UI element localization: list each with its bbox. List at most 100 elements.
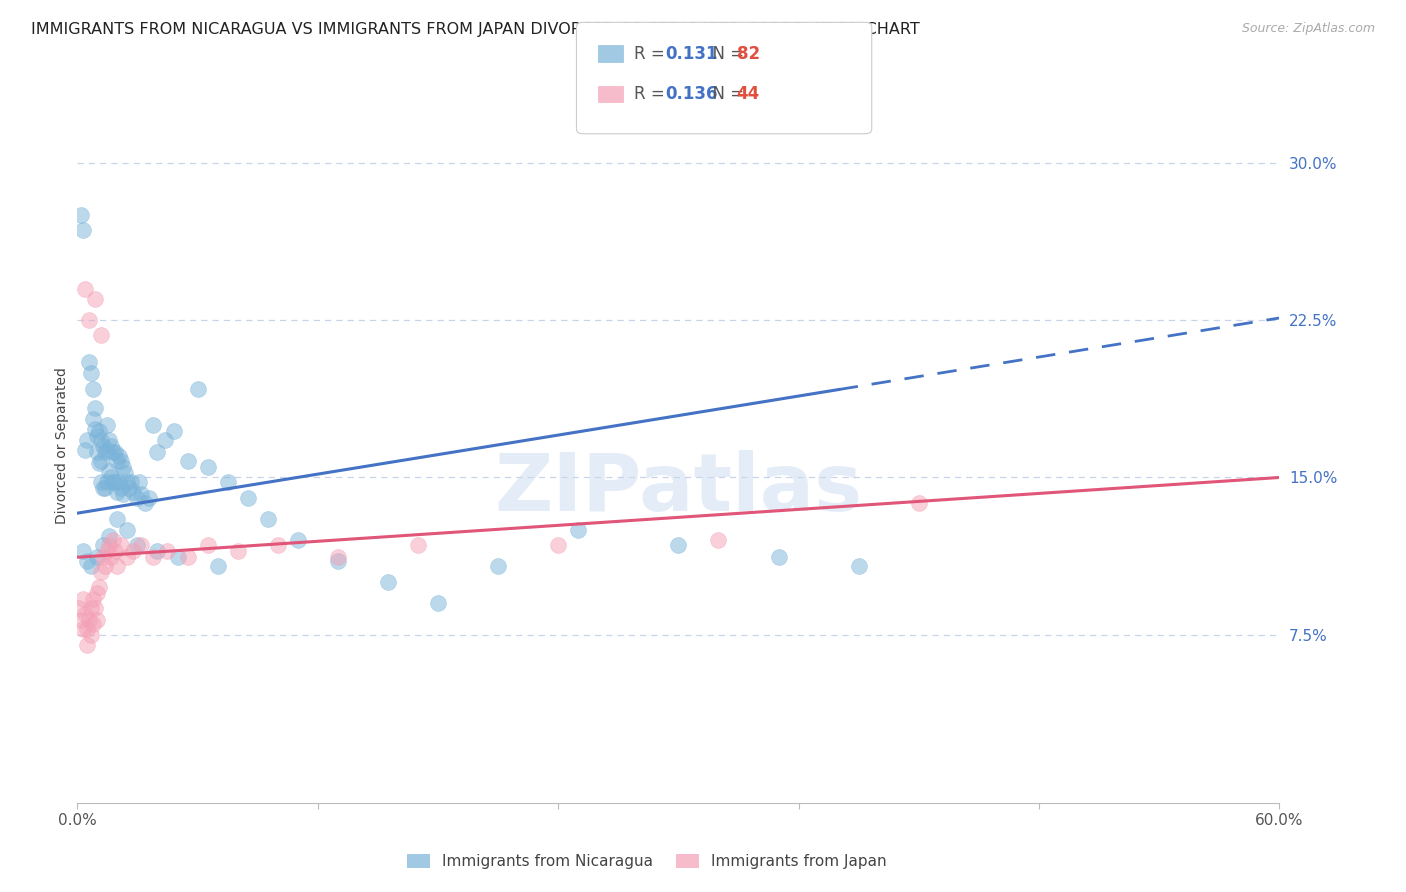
Point [226, 544, 249, 558]
Point [108, 450, 131, 464]
Point [94, 558, 117, 573]
Point [93, 550, 115, 565]
Point [79, 313, 101, 327]
Point [131, 538, 153, 552]
Point [98, 464, 121, 478]
Point [110, 538, 132, 552]
Point [98, 538, 121, 552]
Point [96, 544, 118, 558]
Point [89, 425, 111, 439]
Text: 82: 82 [737, 45, 759, 62]
Point [94, 445, 117, 459]
Legend: Immigrants from Nicaragua, Immigrants from Japan: Immigrants from Nicaragua, Immigrants fr… [401, 848, 893, 875]
Point [326, 550, 349, 565]
Point [156, 544, 179, 558]
Point [908, 496, 931, 510]
Point [70, 208, 93, 222]
Point [100, 439, 122, 453]
Point [80, 366, 103, 380]
Point [100, 550, 122, 565]
Text: R =: R = [634, 85, 671, 103]
Point [86, 613, 108, 627]
Point [72, 622, 94, 636]
Point [107, 453, 129, 467]
Point [848, 558, 870, 573]
Text: 0.136: 0.136 [665, 85, 717, 103]
Point [80, 600, 103, 615]
Point [217, 475, 239, 489]
Point [96, 417, 118, 432]
Point [127, 491, 149, 506]
Point [256, 512, 278, 526]
Point [90, 565, 112, 579]
Point [94, 481, 117, 495]
Point [103, 475, 125, 489]
Point [72, 544, 94, 558]
Point [406, 538, 429, 552]
Point [107, 485, 129, 500]
Point [427, 596, 450, 610]
Point [207, 558, 229, 573]
Point [104, 544, 127, 558]
Point [117, 523, 139, 537]
Point [79, 613, 101, 627]
Point [100, 470, 122, 484]
Point [93, 538, 115, 552]
Point [72, 592, 94, 607]
Point [76, 639, 98, 653]
Point [146, 544, 169, 558]
Point [162, 425, 184, 439]
Point [486, 558, 509, 573]
Point [98, 529, 121, 543]
Point [176, 550, 198, 565]
Point [90, 433, 112, 447]
Point [197, 460, 219, 475]
Point [117, 550, 139, 565]
Point [166, 550, 188, 565]
Point [326, 554, 349, 568]
Text: 0.131: 0.131 [665, 45, 717, 62]
Y-axis label: Divorced or Separated: Divorced or Separated [55, 368, 69, 524]
Point [93, 439, 115, 453]
Point [89, 456, 111, 470]
Point [90, 327, 112, 342]
Point [75, 282, 97, 296]
Text: Source: ZipAtlas.com: Source: ZipAtlas.com [1241, 22, 1375, 36]
Point [122, 544, 145, 558]
Point [76, 433, 98, 447]
Point [84, 600, 107, 615]
Point [82, 592, 104, 607]
Point [197, 538, 219, 552]
Point [155, 433, 177, 447]
Point [79, 355, 101, 369]
Point [110, 481, 132, 495]
Point [112, 487, 135, 501]
Point [107, 512, 129, 526]
Point [67, 600, 90, 615]
Point [84, 292, 107, 306]
Point [70, 613, 93, 627]
Point [104, 445, 127, 459]
Point [120, 475, 142, 489]
Point [90, 453, 112, 467]
Point [96, 443, 118, 458]
Point [103, 445, 125, 459]
Point [76, 622, 98, 636]
Point [80, 558, 103, 573]
Point [668, 538, 690, 552]
Point [76, 554, 98, 568]
Point [82, 382, 104, 396]
Point [768, 550, 790, 565]
Point [98, 433, 121, 447]
Point [142, 417, 165, 432]
Point [128, 475, 150, 489]
Point [707, 533, 730, 548]
Point [96, 475, 118, 489]
Point [89, 580, 111, 594]
Point [114, 467, 136, 481]
Point [127, 538, 149, 552]
Point [82, 617, 104, 632]
Point [287, 533, 309, 548]
Text: 44: 44 [737, 85, 761, 103]
Point [267, 538, 290, 552]
